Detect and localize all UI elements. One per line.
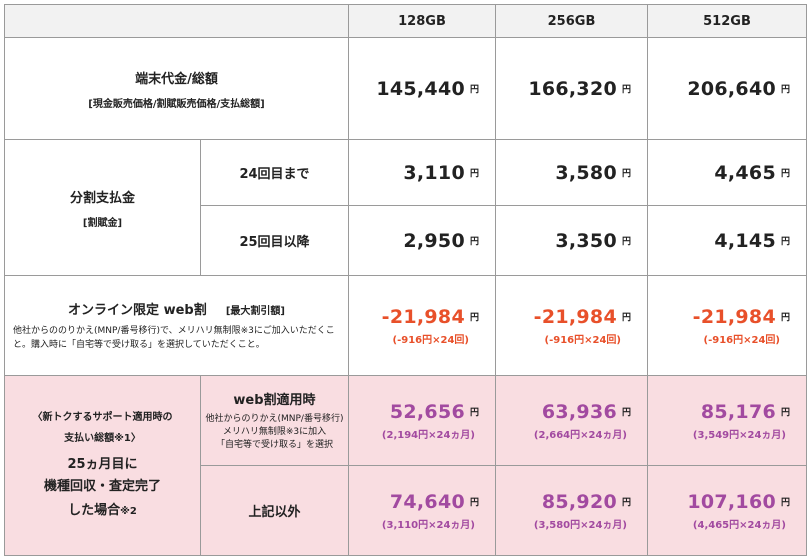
installment-subtitle: [割賦金] — [82, 217, 123, 229]
support-web-128: 52,656 円 (2,194円×24ヵ月) — [348, 375, 496, 466]
support-title-line1: 〈新トクするサポート適用時の — [32, 412, 173, 423]
device-price-value: 206,640 — [687, 77, 776, 100]
support-web-256: 63,936 円 (2,664円×24ヵ月) — [495, 375, 648, 466]
support-web-note3: 「自宅等で受け取る」を選択 — [215, 440, 333, 450]
installment-value: 4,145 — [714, 229, 776, 252]
support-other-sub: (4,465円×24ヵ月) — [692, 519, 786, 531]
support-other-sub: (3,580円×24ヵ月) — [533, 519, 627, 531]
device-price-title: 端末代金/総額 — [135, 71, 218, 87]
support-web-value: 63,936 — [541, 400, 617, 423]
support-web-label-cell: web割適用時 他社からのりかえ(MNP/番号移行) メリハリ無制限※3に加入 … — [200, 375, 349, 466]
online-discount-128: -21,984 円 (-916円×24回) — [348, 275, 496, 376]
support-main-line2: 機種回収・査定完了 — [43, 479, 161, 494]
online-discount-512: -21,984 円 (-916円×24回) — [647, 275, 807, 376]
support-other-value: 74,640 — [389, 490, 465, 513]
discount-sub: (-916円×24回) — [544, 334, 621, 346]
support-main-line1: 25ヵ月目に — [67, 457, 138, 472]
online-discount-label-cell: オンライン限定 web割 [最大割引額] 他社からののりかえ(MNP/番号移行)… — [4, 275, 349, 376]
device-price-label-cell: 端末代金/総額 [現金販売価格/割賦販売価格/支払総額] — [4, 37, 349, 140]
yen-unit: 円 — [780, 497, 790, 508]
device-price-256: 166,320 円 — [495, 37, 648, 140]
installment-until-24-label: 24回目まで — [200, 139, 349, 206]
device-price-128: 145,440 円 — [348, 37, 496, 140]
discount-value: -21,984 — [533, 305, 617, 328]
online-discount-tag: [最大割引額] — [225, 306, 285, 317]
header-128gb: 128GB — [348, 4, 496, 38]
online-discount-256: -21,984 円 (-916円×24回) — [495, 275, 648, 376]
support-web-note1: 他社からのりかえ(MNP/番号移行) — [205, 414, 344, 424]
support-other-label: 上記以外 — [200, 465, 349, 556]
header-256gb: 256GB — [495, 4, 648, 38]
yen-unit: 円 — [469, 497, 479, 508]
yen-unit: 円 — [780, 84, 790, 95]
support-other-value: 107,160 — [687, 490, 776, 513]
yen-unit: 円 — [469, 312, 479, 323]
installment-label-cell: 分割支払金 [割賦金] — [4, 139, 201, 276]
support-web-value: 52,656 — [389, 400, 465, 423]
support-web-512: 85,176 円 (3,549円×24ヵ月) — [647, 375, 807, 466]
support-main-note: ※2 — [120, 506, 137, 517]
support-label-cell: 〈新トクするサポート適用時の 支払い総額※1〉 25ヵ月目に 機種回収・査定完了… — [4, 375, 201, 556]
installment-from-25-256: 3,350 円 — [495, 205, 648, 276]
installment-from-25-512: 4,145 円 — [647, 205, 807, 276]
header-512gb: 512GB — [647, 4, 807, 38]
support-other-sub: (3,110円×24ヵ月) — [381, 519, 475, 531]
yen-unit: 円 — [621, 84, 631, 95]
yen-unit: 円 — [780, 168, 790, 179]
yen-unit: 円 — [469, 168, 479, 179]
support-web-sub: (2,664円×24ヵ月) — [533, 429, 627, 441]
support-web-value: 85,176 — [700, 400, 776, 423]
support-web-label: web割適用時 — [233, 393, 316, 408]
installment-value: 4,465 — [714, 161, 776, 184]
price-table: 128GB 256GB 512GB 端末代金/総額 [現金販売価格/割賦販売価格… — [4, 4, 807, 556]
yen-unit: 円 — [780, 236, 790, 247]
installment-value: 3,580 — [555, 161, 617, 184]
online-discount-note: 他社からののりかえ(MNP/番号移行)で、メリハリ無制限※3にご加入いただくこと… — [13, 326, 335, 350]
discount-sub: (-916円×24回) — [703, 334, 780, 346]
device-price-value: 145,440 — [376, 77, 465, 100]
support-title-line2: 支払い総額※1〉 — [64, 433, 141, 444]
yen-unit: 円 — [621, 497, 631, 508]
yen-unit: 円 — [780, 407, 790, 418]
header-empty-cell — [4, 4, 349, 38]
support-other-512: 107,160 円 (4,465円×24ヵ月) — [647, 465, 807, 556]
installment-from-25-128: 2,950 円 — [348, 205, 496, 276]
support-other-128: 74,640 円 (3,110円×24ヵ月) — [348, 465, 496, 556]
yen-unit: 円 — [469, 236, 479, 247]
online-discount-title: オンライン限定 web割 — [68, 303, 207, 318]
discount-sub: (-916円×24回) — [392, 334, 469, 346]
yen-unit: 円 — [469, 407, 479, 418]
support-web-note2: メリハリ無制限※3に加入 — [222, 427, 327, 437]
yen-unit: 円 — [621, 236, 631, 247]
installment-value: 3,350 — [555, 229, 617, 252]
device-price-subtitle: [現金販売価格/割賦販売価格/支払総額] — [88, 98, 265, 110]
device-price-value: 166,320 — [528, 77, 617, 100]
support-web-sub: (3,549円×24ヵ月) — [692, 429, 786, 441]
yen-unit: 円 — [780, 312, 790, 323]
installment-title: 分割支払金 — [69, 190, 135, 206]
yen-unit: 円 — [621, 312, 631, 323]
support-web-sub: (2,194円×24ヵ月) — [381, 429, 475, 441]
installment-from-25-label: 25回目以降 — [200, 205, 349, 276]
installment-value: 3,110 — [403, 161, 465, 184]
yen-unit: 円 — [469, 84, 479, 95]
yen-unit: 円 — [621, 407, 631, 418]
discount-value: -21,984 — [692, 305, 776, 328]
discount-value: -21,984 — [381, 305, 465, 328]
installment-until-24-256: 3,580 円 — [495, 139, 648, 206]
support-other-value: 85,920 — [541, 490, 617, 513]
device-price-512: 206,640 円 — [647, 37, 807, 140]
installment-until-24-128: 3,110 円 — [348, 139, 496, 206]
installment-until-24-512: 4,465 円 — [647, 139, 807, 206]
support-main-line3: した場合 — [68, 503, 121, 518]
support-other-256: 85,920 円 (3,580円×24ヵ月) — [495, 465, 648, 556]
installment-value: 2,950 — [403, 229, 465, 252]
yen-unit: 円 — [621, 168, 631, 179]
